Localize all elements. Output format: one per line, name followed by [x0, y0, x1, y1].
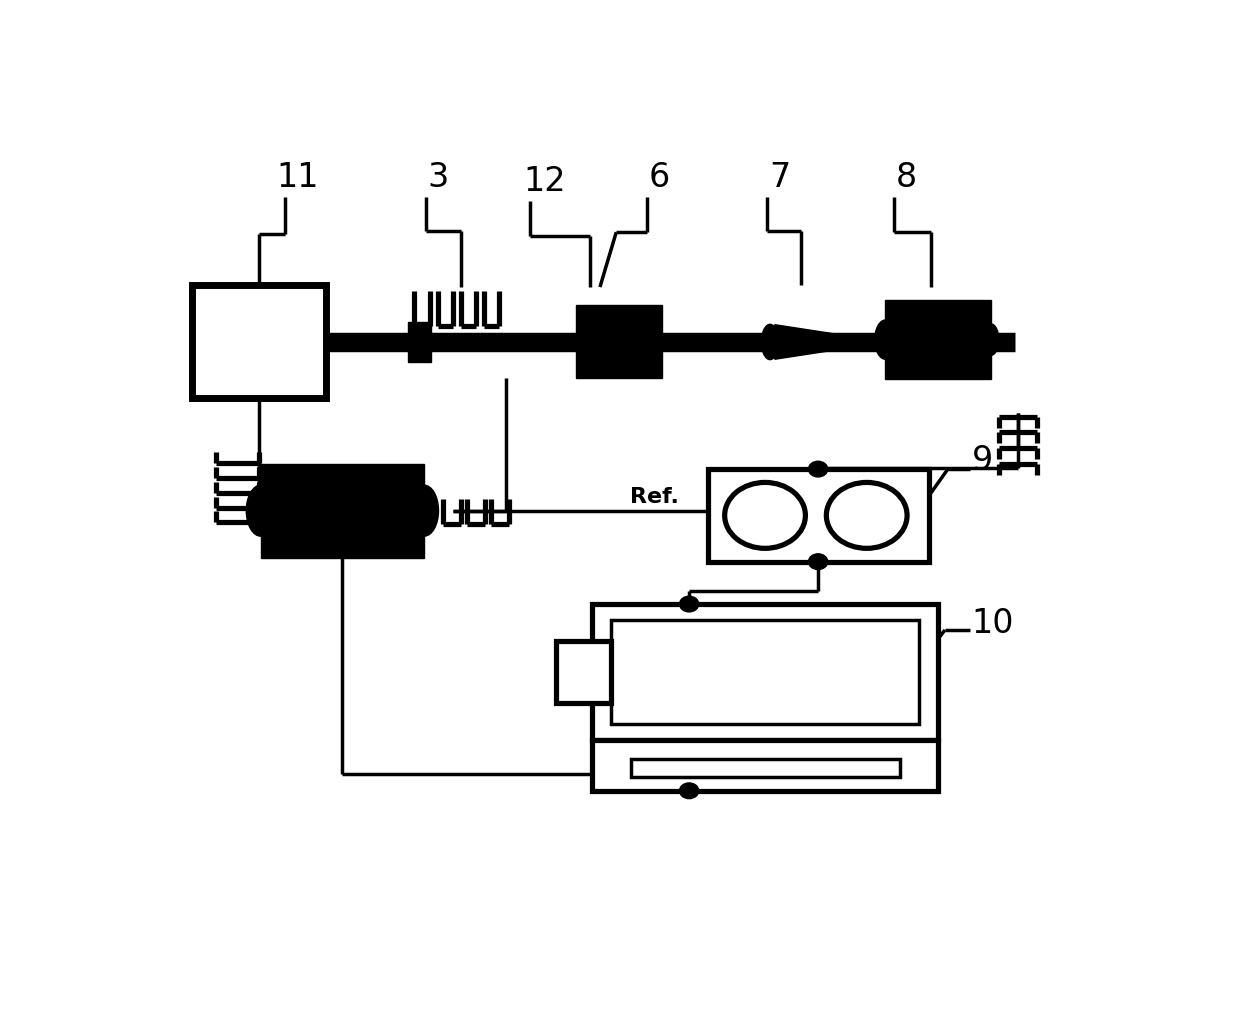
Text: Ref.: Ref.	[630, 487, 678, 506]
Bar	[885, 301, 991, 379]
Ellipse shape	[874, 320, 897, 360]
Circle shape	[680, 596, 698, 611]
Polygon shape	[775, 325, 857, 360]
Text: 11: 11	[277, 161, 319, 195]
Bar	[408, 322, 430, 362]
Circle shape	[724, 482, 806, 548]
Ellipse shape	[761, 324, 779, 360]
Circle shape	[808, 462, 828, 477]
Bar	[611, 620, 919, 725]
Circle shape	[808, 554, 828, 570]
Bar	[575, 305, 662, 378]
Bar	[260, 464, 424, 557]
Text: 9: 9	[972, 444, 993, 477]
Bar	[593, 604, 939, 740]
Ellipse shape	[247, 485, 275, 536]
Ellipse shape	[409, 485, 439, 536]
Bar	[631, 759, 900, 776]
Bar	[556, 641, 611, 702]
Bar	[191, 284, 326, 398]
Text: 12: 12	[523, 165, 565, 199]
Ellipse shape	[983, 324, 998, 356]
Text: 7: 7	[769, 161, 790, 195]
Circle shape	[680, 783, 698, 799]
Text: 6: 6	[649, 161, 670, 195]
Bar	[593, 740, 939, 791]
Text: 10: 10	[972, 607, 1014, 640]
Bar	[708, 469, 929, 561]
Text: 3: 3	[428, 161, 449, 195]
Circle shape	[826, 482, 908, 548]
Text: 8: 8	[897, 161, 918, 195]
